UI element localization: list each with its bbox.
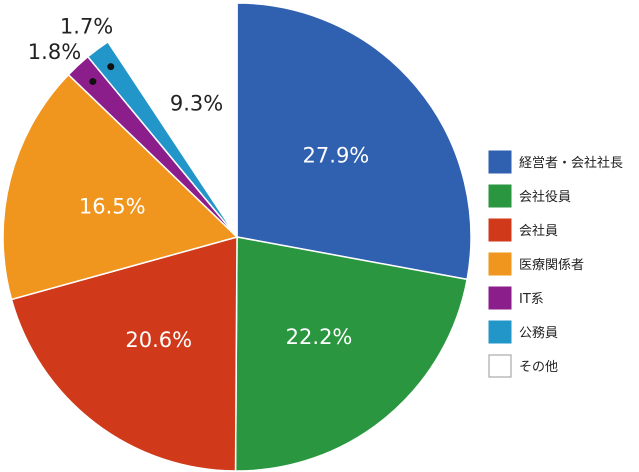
pie-labels: 27.9% 22.2% 20.6% 16.5% 1.8%1.7% 9.3%: [28, 14, 369, 352]
legend-label-5: IT系: [519, 292, 544, 307]
slice-4-value-label: 16.5%: [79, 194, 146, 218]
slice-4: [2, 73, 239, 301]
slice-2-value-label: 22.2%: [286, 325, 353, 349]
slice-3: [10, 236, 238, 472]
legend-swatch-2: [488, 184, 512, 208]
slice-7: [106, 2, 238, 240]
slice-2: [234, 236, 469, 472]
slice-5-marker: [89, 78, 97, 86]
legend-swatch-4: [488, 252, 512, 276]
slice-6-value-label: 1.7%: [60, 14, 113, 38]
slice-1: [236, 2, 472, 281]
slice-6-marker: [107, 63, 115, 71]
legend-label-4: 医療関係者: [519, 258, 584, 273]
slice-7-value-label: 9.3%: [170, 92, 223, 116]
legend-swatch-5: [488, 286, 512, 310]
legend-label-1: 経営者・会社社長: [519, 155, 623, 171]
pie-slices: [2, 2, 472, 472]
legend-label-7: その他: [519, 360, 558, 375]
legend-swatch-1: [488, 150, 512, 174]
slice-5-value-label: 1.8%: [28, 40, 81, 64]
legend-swatch-7: [488, 354, 512, 378]
slice-1-value-label: 27.9%: [303, 144, 370, 168]
legend-swatch-6: [488, 320, 512, 344]
slice-3-value-label: 20.6%: [125, 328, 192, 352]
legend-label-6: 公務員: [519, 326, 558, 341]
legend-label-3: 会社員: [519, 223, 558, 239]
legend-swatch-3: [488, 218, 512, 242]
legend-label-2: 会社役員: [519, 189, 571, 205]
